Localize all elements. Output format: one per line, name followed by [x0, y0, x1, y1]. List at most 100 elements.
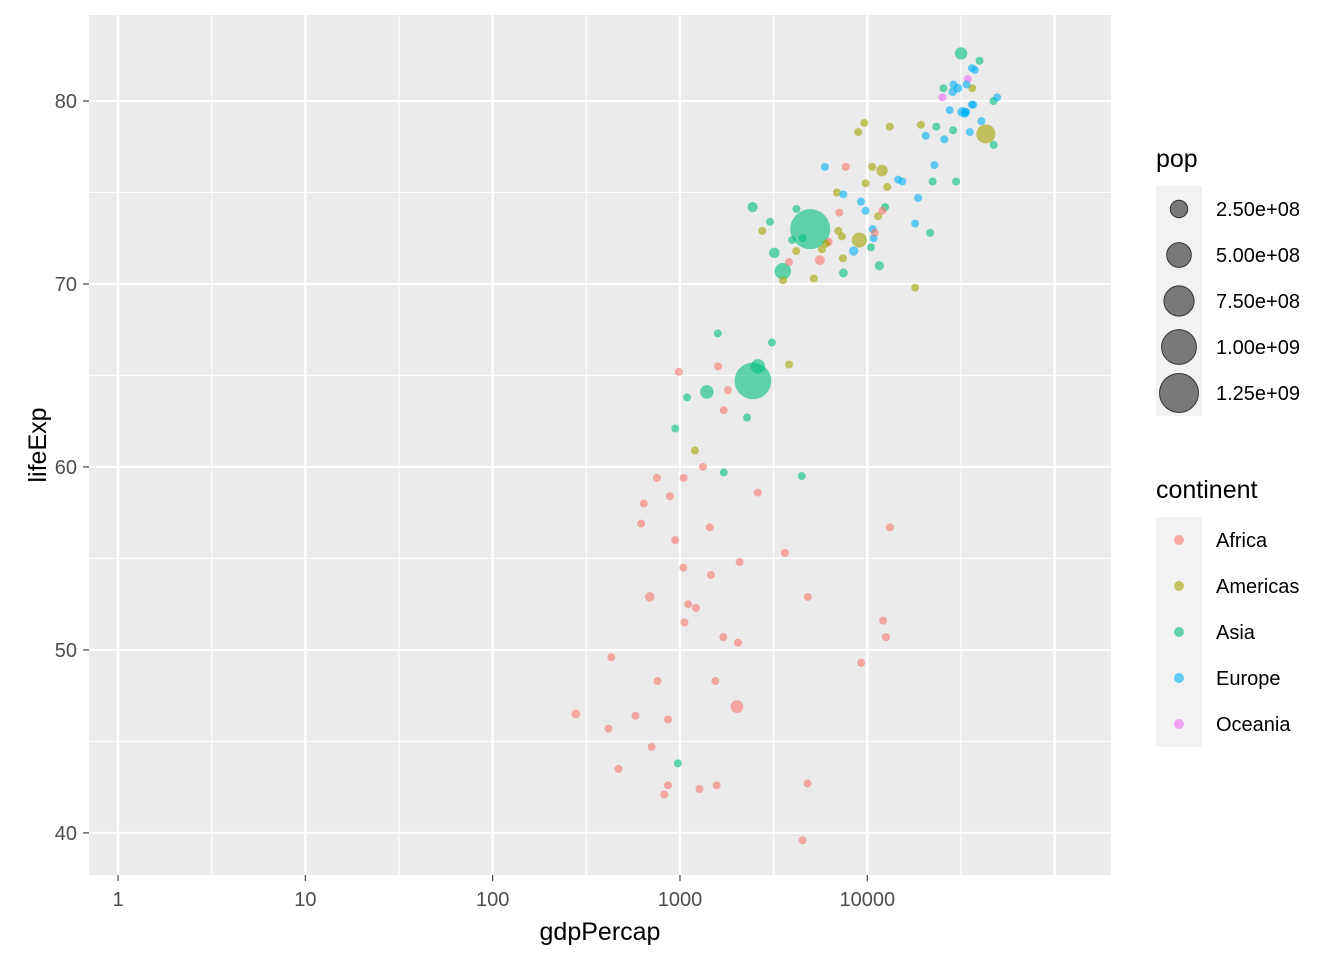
y-tick-label: 60 [55, 457, 77, 479]
data-point-africa [712, 781, 721, 790]
data-point-africa [663, 781, 672, 790]
data-point-americas [885, 122, 894, 131]
data-point-africa [814, 255, 825, 266]
data-point-asia [700, 385, 714, 399]
data-point-africa [614, 764, 623, 773]
data-point-africa [695, 785, 704, 793]
data-point-africa [607, 653, 616, 662]
data-point-africa [671, 536, 680, 545]
data-point-africa [571, 709, 581, 719]
data-point-europe [949, 80, 958, 89]
data-point-europe [861, 206, 870, 215]
data-point-africa [719, 633, 728, 642]
color-legend-key [1174, 673, 1184, 683]
data-point-africa [660, 790, 669, 799]
data-point-africa [719, 406, 728, 415]
data-point-asia [954, 47, 968, 60]
data-point-africa [785, 258, 794, 267]
data-point-africa [879, 616, 888, 625]
data-point-europe [965, 128, 974, 137]
data-point-asia [949, 126, 958, 135]
data-point-asia [798, 234, 807, 243]
data-point-africa [637, 519, 646, 528]
data-point-asia [750, 359, 766, 374]
color-legend-label: Americas [1216, 576, 1299, 598]
data-point-africa [647, 742, 656, 751]
data-point-americas [785, 360, 794, 369]
data-point-americas [968, 84, 977, 93]
data-point-africa [723, 386, 732, 395]
data-point-africa [652, 473, 661, 482]
y-tick-label: 80 [55, 91, 77, 113]
data-point-europe [967, 64, 976, 73]
color-legend-key [1174, 719, 1184, 729]
data-point-americas [916, 120, 925, 129]
data-point-asia [767, 338, 776, 347]
axes: 1 10 100 1000 10000 40 50 60 70 80 [55, 91, 895, 911]
color-legend-key [1174, 535, 1184, 545]
data-point-africa [798, 836, 807, 845]
data-point-asia [932, 122, 941, 131]
plot-panel [89, 15, 1111, 875]
data-point-europe [911, 219, 920, 228]
color-legend: continent Africa Americas Asia Europe Oceani… [1156, 476, 1299, 747]
data-point-europe [839, 190, 848, 199]
data-point-europe [967, 100, 976, 109]
data-point-asia [975, 56, 984, 65]
data-point-europe [993, 93, 1002, 102]
data-point-africa [631, 711, 640, 720]
data-point-europe [945, 106, 954, 115]
data-point-asia [939, 84, 948, 93]
color-legend-key [1174, 581, 1184, 591]
data-point-africa [706, 570, 715, 579]
data-point-africa [653, 677, 662, 686]
x-tick-label: 10 [294, 889, 316, 911]
size-legend-label: 2.50e+08 [1216, 199, 1300, 221]
y-tick-label: 40 [55, 823, 77, 845]
data-point-asia [769, 247, 780, 259]
data-point-africa [705, 523, 714, 532]
data-point-africa [753, 488, 762, 497]
data-point-asia [673, 759, 682, 768]
data-point-africa [857, 658, 866, 667]
data-point-africa [881, 633, 890, 642]
x-tick-label: 10000 [839, 889, 895, 911]
data-point-americas [822, 239, 831, 248]
data-point-africa [711, 677, 720, 686]
data-point-africa [870, 228, 879, 237]
data-point-africa [665, 492, 674, 501]
data-point-africa [691, 603, 700, 612]
data-point-africa [803, 592, 812, 601]
data-point-europe [856, 197, 865, 206]
x-tick-label: 1 [112, 889, 123, 911]
data-point-asia [989, 140, 998, 149]
data-point-americas [690, 446, 699, 455]
data-point-asia [671, 424, 680, 433]
size-legend-key [1169, 199, 1189, 219]
data-point-africa [803, 779, 812, 788]
data-point-americas [854, 128, 863, 137]
x-axis-title: gdpPercap [540, 918, 661, 946]
size-legend-label: 5.00e+08 [1216, 245, 1300, 267]
data-point-europe [921, 131, 930, 140]
data-point-americas [832, 188, 841, 197]
size-legend-label: 1.25e+09 [1216, 383, 1300, 405]
data-point-asia [788, 236, 797, 245]
y-tick-label: 70 [55, 274, 77, 296]
data-point-africa [841, 162, 850, 171]
data-point-americas [809, 274, 818, 283]
data-point-americas [976, 124, 996, 144]
data-point-asia [866, 243, 875, 252]
data-point-africa [674, 367, 683, 376]
color-legend-title: continent [1156, 476, 1258, 504]
data-point-africa [663, 715, 672, 724]
data-point-americas [838, 254, 847, 263]
data-point-africa [679, 563, 688, 572]
data-point-africa [680, 618, 689, 627]
data-point-americas [911, 283, 920, 292]
color-legend-label: Asia [1216, 622, 1256, 644]
data-point-africa [780, 548, 789, 557]
minor-gridlines [89, 15, 1111, 875]
data-point-europe [894, 175, 903, 184]
